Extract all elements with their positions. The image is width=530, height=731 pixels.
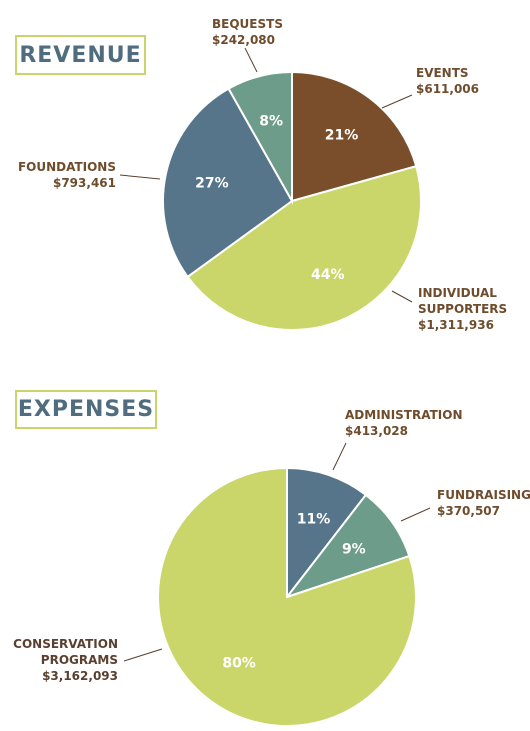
expenses-slice-fundraising (284, 493, 411, 599)
label-administration-amount: $413,028 (345, 424, 409, 438)
label-conservation-title-1: CONSERVATION (13, 637, 118, 651)
expenses-slice-administration (286, 466, 368, 600)
revenue-heading: REVENUE (15, 35, 146, 75)
label-bequests-amount: $242,080 (212, 33, 276, 47)
label-events-amount: $611,006 (416, 82, 480, 96)
label-events-title: EVENTS (416, 66, 469, 80)
label-administration-title: ADMINISTRATION (345, 408, 463, 422)
revenue-pie-chart: 21% 44% 27% 8% (162, 70, 422, 331)
revenue-slice-bequests (227, 70, 293, 205)
label-fundraising-title: FUNDRAISING (437, 488, 530, 502)
label-individual-amount: $1,311,936 (418, 318, 494, 332)
label-conservation-programs: CONSERVATION PROGRAMS $3,162,093 (8, 636, 118, 684)
label-individual-title-1: INDIVIDUAL (418, 286, 497, 300)
label-conservation-title-2: PROGRAMS (40, 653, 118, 667)
label-individual-title-2: SUPPORTERS (418, 302, 508, 316)
leader-line-conservation (123, 648, 163, 662)
expenses-pie-chart: 11% 9% 80% (157, 466, 417, 727)
leader-line-individual (391, 290, 413, 303)
label-individual-supporters: INDIVIDUAL SUPPORTERS $1,311,936 (418, 285, 507, 333)
label-foundations-title: FOUNDATIONS (17, 160, 116, 174)
label-fundraising-amount: $370,507 (437, 504, 501, 518)
revenue-percent-foundations: 27% (195, 176, 229, 192)
expenses-percent-fundraising: 9% (342, 541, 366, 557)
leader-line-events (381, 94, 413, 109)
revenue-slice-foundations (162, 87, 294, 279)
leader-lines (119, 47, 431, 662)
label-bequests: BEQUESTS $242,080 (212, 16, 283, 48)
label-events: EVENTS $611,006 (416, 65, 479, 97)
revenue-percent-events: 21% (325, 128, 359, 144)
label-fundraising: FUNDRAISING $370,507 (437, 487, 530, 519)
expenses-heading: EXPENSES (15, 390, 157, 429)
revenue-percent-individual-supporters: 44% (311, 267, 345, 283)
revenue-slice-individual-supporters (186, 164, 422, 331)
leader-line-bequests (244, 47, 258, 73)
expenses-slice-conservation-programs (157, 466, 417, 727)
leader-line-administration (332, 442, 347, 471)
label-bequests-title: BEQUESTS (212, 17, 283, 31)
label-foundations: FOUNDATIONS $793,461 (12, 159, 116, 191)
revenue-percent-bequests: 8% (259, 114, 283, 130)
revenue-slice-events (291, 70, 418, 203)
leader-line-foundations (119, 174, 161, 180)
label-administration: ADMINISTRATION $413,028 (345, 407, 462, 439)
expenses-percent-administration: 11% (297, 511, 331, 527)
leader-line-fundraising (400, 507, 431, 522)
label-conservation-amount: $3,162,093 (42, 669, 118, 683)
expenses-percent-conservation-programs: 80% (222, 656, 256, 672)
label-foundations-amount: $793,461 (52, 176, 116, 190)
